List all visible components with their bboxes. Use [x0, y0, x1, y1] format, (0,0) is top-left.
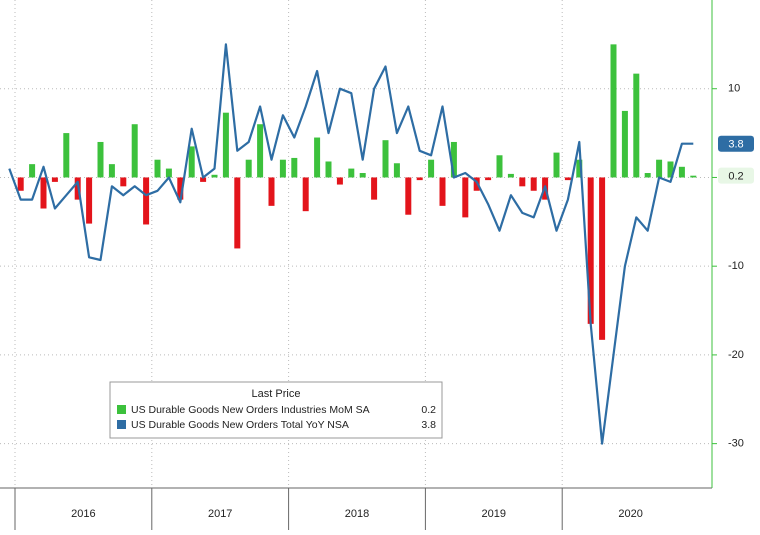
legend-value: 3.8: [421, 419, 436, 431]
bar: [245, 159, 252, 178]
bar: [314, 137, 321, 178]
bar: [51, 177, 58, 182]
bar: [325, 161, 332, 178]
bar: [40, 177, 47, 209]
y-tick-label: -10: [728, 260, 744, 272]
bar: [678, 166, 685, 178]
x-tick-label: 2016: [71, 508, 95, 520]
bar: [97, 141, 104, 178]
bar: [496, 155, 503, 178]
bar: [405, 177, 412, 215]
bar: [154, 159, 161, 178]
bar: [268, 177, 275, 206]
bar: [587, 177, 594, 324]
bar: [279, 159, 286, 178]
bar: [519, 177, 526, 187]
bar: [165, 168, 172, 178]
bar: [302, 177, 309, 212]
last-value-tag: [718, 167, 754, 184]
bar: [108, 164, 115, 178]
bar: [63, 133, 70, 178]
bar: [143, 177, 150, 225]
bar: [348, 168, 355, 178]
legend-label: US Durable Goods New Orders Industries M…: [131, 404, 370, 416]
bar: [177, 177, 184, 200]
x-tick-label: 2018: [345, 508, 369, 520]
line: [8, 43, 694, 445]
x-tick-label: 2017: [208, 508, 232, 520]
bar: [17, 177, 24, 191]
bar: [371, 177, 378, 200]
last-value-label: 3.8: [728, 139, 743, 151]
legend: Last Price US Durable Goods New Orders In…: [109, 381, 443, 439]
bar: [393, 163, 400, 178]
legend-box: [109, 381, 443, 439]
bar: [428, 159, 435, 178]
bar: [621, 110, 628, 178]
bar: [200, 177, 207, 182]
bar: [450, 141, 457, 178]
bar: [507, 173, 514, 178]
bar: [564, 177, 571, 181]
bar: [120, 177, 127, 187]
bar: [656, 159, 663, 178]
bar: [234, 177, 241, 249]
bar: [222, 112, 229, 178]
legend-title: Last Price: [252, 388, 301, 400]
x-tick-label: 2020: [618, 508, 642, 520]
bar: [439, 177, 446, 206]
bar: [188, 146, 195, 178]
bar: [599, 177, 606, 340]
bar: [530, 177, 537, 191]
bar: [382, 140, 389, 178]
legend-swatch: [117, 405, 126, 414]
bar: [644, 173, 651, 178]
legend-label: US Durable Goods New Orders Total YoY NS…: [131, 419, 349, 431]
bar: [462, 177, 469, 218]
last-value-tag: [718, 135, 754, 152]
bar: [553, 152, 560, 178]
bar: [576, 159, 583, 178]
bar: [336, 177, 343, 185]
legend-value: 0.2: [421, 404, 436, 416]
bar: [690, 175, 697, 178]
bar: [29, 164, 36, 178]
bar: [667, 161, 674, 178]
x-tick-label: 2019: [482, 508, 506, 520]
y-tick-label: -20: [728, 349, 744, 361]
y-tick-label: -30: [728, 438, 744, 450]
bar: [416, 177, 423, 181]
last-value-label: 0.2: [728, 171, 743, 183]
bar: [359, 173, 366, 178]
bar: [291, 157, 298, 178]
bar: [86, 177, 93, 224]
bar: [633, 73, 640, 178]
bar: [257, 124, 264, 178]
y-tick-label: 10: [728, 83, 740, 95]
bar: [131, 124, 138, 178]
legend-swatch: [117, 420, 126, 429]
bar: [610, 44, 617, 178]
bar: [485, 177, 492, 181]
bar: [211, 174, 218, 178]
